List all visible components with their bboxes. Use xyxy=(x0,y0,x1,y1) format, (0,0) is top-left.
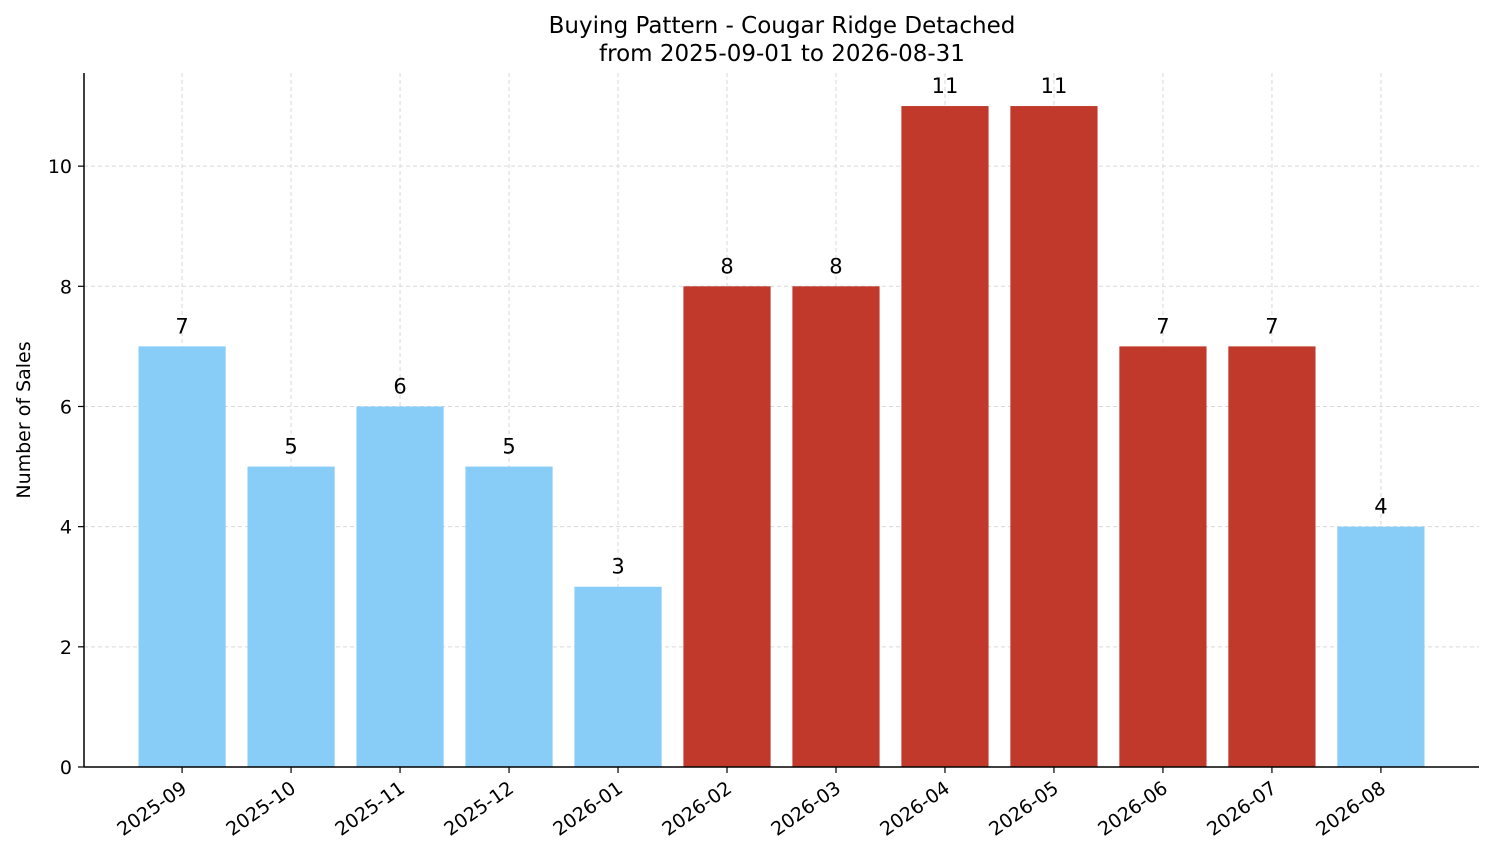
data-label-2026-06: 7 xyxy=(1156,314,1169,338)
x-tick-label-2026-06: 2026-06 xyxy=(1094,777,1172,841)
bar-2026-03 xyxy=(792,286,880,767)
bar-2026-05 xyxy=(1010,106,1098,768)
bar-2026-08 xyxy=(1337,526,1425,767)
data-label-2025-12: 5 xyxy=(502,435,515,459)
data-label-2026-04: 11 xyxy=(932,74,959,98)
x-tick-label-2026-02: 2026-02 xyxy=(658,777,736,841)
data-label-2025-11: 6 xyxy=(393,374,406,398)
x-tick-label-2026-07: 2026-07 xyxy=(1203,777,1281,841)
bar-2026-07 xyxy=(1228,346,1316,767)
y-tick-label-10: 10 xyxy=(48,156,72,178)
chart-title: Buying Pattern - Cougar Ridge Detached xyxy=(549,13,1016,39)
data-label-2026-05: 11 xyxy=(1041,74,1068,98)
data-label-2026-01: 3 xyxy=(611,555,624,579)
data-label-2025-09: 7 xyxy=(175,314,188,338)
chart-subtitle: from 2025-09-01 to 2026-08-31 xyxy=(599,41,965,67)
bar-2026-04 xyxy=(901,106,989,768)
x-tick-label-2026-08: 2026-08 xyxy=(1312,777,1390,841)
x-tick-label-2026-03: 2026-03 xyxy=(767,777,845,841)
x-tick-label-2026-04: 2026-04 xyxy=(876,777,954,841)
x-tick-label-2025-11: 2025-11 xyxy=(331,777,409,841)
y-tick-label-6: 6 xyxy=(60,396,72,418)
data-label-2025-10: 5 xyxy=(284,435,297,459)
y-tick-label-8: 8 xyxy=(60,276,72,298)
x-tick-label-2026-05: 2026-05 xyxy=(985,777,1063,841)
bars xyxy=(138,106,1425,768)
data-label-2026-07: 7 xyxy=(1265,314,1278,338)
bar-2025-10 xyxy=(247,466,335,767)
x-tick-label-2025-12: 2025-12 xyxy=(440,777,518,841)
bar-2025-09 xyxy=(138,346,226,767)
axes xyxy=(78,73,1479,773)
y-tick-label-4: 4 xyxy=(60,517,72,539)
x-tick-label-2025-09: 2025-09 xyxy=(113,777,191,841)
x-tick-labels: 2025-09 2025-10 2025-11 2025-12 2026-01 2026-… xyxy=(113,777,1389,841)
data-label-2026-08: 4 xyxy=(1374,495,1387,519)
bar-2026-01 xyxy=(574,586,662,767)
bar-2025-11 xyxy=(356,406,444,767)
y-tick-label-2: 2 xyxy=(60,637,72,659)
bar-2025-12 xyxy=(465,466,553,767)
y-tick-label-0: 0 xyxy=(60,757,72,779)
x-tick-label-2025-10: 2025-10 xyxy=(222,777,300,841)
bar-2026-02 xyxy=(683,286,771,767)
y-axis-label: Number of Sales xyxy=(13,341,35,498)
data-label-2026-03: 8 xyxy=(829,254,842,278)
x-tick-label-2026-01: 2026-01 xyxy=(549,777,627,841)
y-tick-labels: 0 2 4 6 8 10 xyxy=(48,156,72,779)
data-labels: 7 5 6 5 3 8 8 11 11 7 7 4 xyxy=(175,74,1387,579)
data-label-2026-02: 8 xyxy=(720,254,733,278)
bar-2026-06 xyxy=(1119,346,1207,767)
